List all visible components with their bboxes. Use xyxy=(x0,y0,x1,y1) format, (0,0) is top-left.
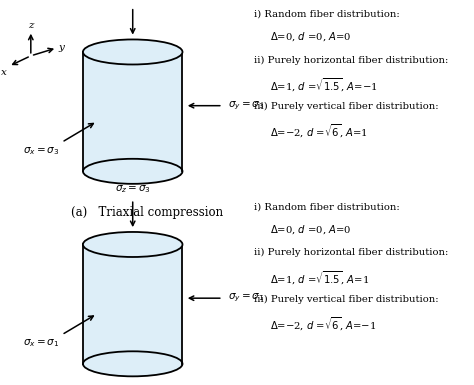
Text: $\sigma_x = \sigma_1$: $\sigma_x = \sigma_1$ xyxy=(23,338,59,349)
Text: $\Delta$=−2, $d$ =$\sqrt{6}$, $A$=1: $\Delta$=−2, $d$ =$\sqrt{6}$, $A$=1 xyxy=(270,123,368,141)
Ellipse shape xyxy=(83,351,182,377)
Text: $\Delta$=1, $d$ =$\sqrt{1.5}$, $A$=1: $\Delta$=1, $d$ =$\sqrt{1.5}$, $A$=1 xyxy=(270,270,369,287)
Bar xyxy=(83,244,182,364)
Text: i) Random fiber distribution:: i) Random fiber distribution: xyxy=(254,202,399,211)
Text: $\sigma_z = \sigma_1$: $\sigma_z = \sigma_1$ xyxy=(115,0,151,3)
Text: iii) Purely vertical fiber distribution:: iii) Purely vertical fiber distribution: xyxy=(254,102,438,111)
Text: $\sigma_y = \sigma_1$: $\sigma_y = \sigma_1$ xyxy=(228,292,264,305)
Bar xyxy=(83,52,182,171)
Text: $\Delta$=−2, $d$ =$\sqrt{6}$, $A$=−1: $\Delta$=−2, $d$ =$\sqrt{6}$, $A$=−1 xyxy=(270,316,376,333)
Text: $\Delta$=1, $d$ =$\sqrt{1.5}$, $A$=−1: $\Delta$=1, $d$ =$\sqrt{1.5}$, $A$=−1 xyxy=(270,77,378,94)
Text: $\sigma_y = \sigma_3$: $\sigma_y = \sigma_3$ xyxy=(228,99,264,112)
Text: z: z xyxy=(28,21,33,30)
Text: (a)   Triaxial compression: (a) Triaxial compression xyxy=(71,206,223,219)
Text: $\sigma_x = \sigma_3$: $\sigma_x = \sigma_3$ xyxy=(23,145,59,157)
Text: iii) Purely vertical fiber distribution:: iii) Purely vertical fiber distribution: xyxy=(254,295,438,304)
Text: $\sigma_z = \sigma_3$: $\sigma_z = \sigma_3$ xyxy=(115,184,151,195)
Ellipse shape xyxy=(83,40,182,64)
Text: y: y xyxy=(59,43,64,52)
Text: $\Delta$=0, $d$ =0, $A$=0: $\Delta$=0, $d$ =0, $A$=0 xyxy=(270,223,352,236)
Text: $\Delta$=0, $d$ =0, $A$=0: $\Delta$=0, $d$ =0, $A$=0 xyxy=(270,31,352,44)
Text: x: x xyxy=(0,68,7,77)
Text: ii) Purely horizontal fiber distribution:: ii) Purely horizontal fiber distribution… xyxy=(254,56,448,65)
Text: i) Random fiber distribution:: i) Random fiber distribution: xyxy=(254,10,399,18)
Ellipse shape xyxy=(83,159,182,184)
Ellipse shape xyxy=(83,232,182,257)
Text: ii) Purely horizontal fiber distribution:: ii) Purely horizontal fiber distribution… xyxy=(254,248,448,258)
